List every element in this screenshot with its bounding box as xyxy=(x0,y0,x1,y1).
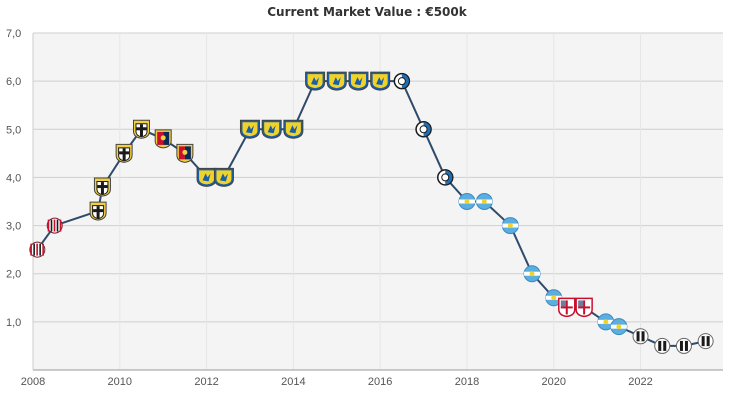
x-tick-label: 2022 xyxy=(628,376,652,388)
x-tick-label: 2020 xyxy=(542,376,566,388)
data-point-chievo-crest xyxy=(239,119,260,139)
data-point-chievo-crest xyxy=(305,71,326,91)
data-points xyxy=(29,71,714,354)
chart-title: Current Market Value : €500k xyxy=(267,5,467,19)
data-point-atalanta-crest xyxy=(437,169,454,186)
data-point-juve-crest xyxy=(632,328,649,345)
y-tick-label: 7,0 xyxy=(6,28,21,40)
axes: 1,0 2,0 3,0 4,0 5,0 6,0 7,0 2008 2010 2012 2014 201… xyxy=(6,28,723,388)
data-point-parma-crest xyxy=(93,177,111,197)
data-point-parma-crest xyxy=(132,119,150,139)
data-point-chievo-crest xyxy=(196,167,217,187)
data-point-genoa-crest xyxy=(176,143,194,163)
data-point-chievo-crest xyxy=(283,119,304,139)
x-tick-label: 2018 xyxy=(455,376,479,388)
data-point-spal-crest xyxy=(610,318,628,336)
x-tick-label: 2012 xyxy=(194,376,218,388)
y-tick-label: 6,0 xyxy=(6,76,21,88)
data-point-cagliari-crest xyxy=(575,297,593,318)
data-point-milan-crest xyxy=(29,241,46,258)
y-tick-label: 5,0 xyxy=(6,124,21,136)
data-point-cagliari-crest xyxy=(558,297,576,318)
data-point-juve-crest xyxy=(654,337,671,354)
x-tick-label: 2008 xyxy=(21,376,45,388)
data-point-milan-crest xyxy=(46,217,63,234)
data-point-chievo-crest xyxy=(326,71,347,91)
data-point-chievo-crest xyxy=(213,167,234,187)
data-point-chievo-crest xyxy=(348,71,369,91)
data-point-spal-crest xyxy=(458,193,476,210)
y-tick-label: 4,0 xyxy=(6,172,21,184)
data-point-spal-crest xyxy=(501,217,519,235)
y-tick-label: 2,0 xyxy=(6,269,21,281)
x-tick-label: 2014 xyxy=(281,376,305,388)
data-point-spal-crest xyxy=(597,313,615,331)
data-point-chievo-crest xyxy=(370,71,391,91)
data-point-atalanta-crest xyxy=(415,121,432,138)
data-point-juve-crest xyxy=(675,337,692,354)
x-tick-label: 2016 xyxy=(368,376,392,388)
data-point-parma-crest xyxy=(115,143,133,163)
data-point-juve-crest xyxy=(697,333,714,350)
data-point-chievo-crest xyxy=(261,119,282,139)
data-point-spal-crest xyxy=(523,265,541,283)
data-point-parma-crest xyxy=(89,201,107,221)
data-point-atalanta-crest xyxy=(393,72,411,90)
y-tick-label: 1,0 xyxy=(6,317,21,329)
x-tick-label: 2010 xyxy=(108,376,132,388)
data-point-genoa-crest xyxy=(154,129,172,149)
y-tick-label: 3,0 xyxy=(6,221,21,233)
data-point-spal-crest xyxy=(475,193,493,210)
